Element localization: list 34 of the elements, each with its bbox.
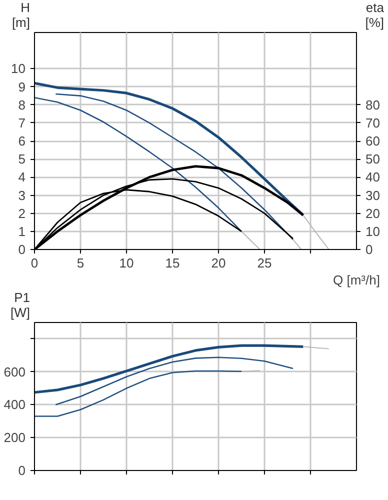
x-tick-label: 10 <box>119 256 134 270</box>
y-tick-label: 0 <box>18 242 26 257</box>
y2-tick-label: 50 <box>366 152 380 167</box>
y-tick-label: 5 <box>18 152 26 167</box>
y-tick-label: 1 <box>18 224 26 239</box>
y2-tick-label: 40 <box>366 170 380 185</box>
y-axis-title: P1 [W] <box>10 290 30 320</box>
y-tick-label: 6 <box>18 134 26 148</box>
y2-tick-label: 80 <box>366 97 380 112</box>
y-tick-label: 3 <box>18 188 26 203</box>
y2-tick-label: 20 <box>366 206 380 221</box>
x-tick-label: 15 <box>165 256 180 270</box>
y2-tick-label: 30 <box>366 188 380 203</box>
y2-tick-label: 0 <box>366 242 373 257</box>
y2-tick-label: 10 <box>366 224 380 239</box>
y-tick-label: 400 <box>4 397 26 412</box>
x-tick-label: 25 <box>257 256 272 270</box>
x-tick-label: 0 <box>30 256 38 270</box>
y-tick-label: 600 <box>4 364 26 380</box>
y-tick-label: 2 <box>18 206 26 221</box>
y-tick-label: 200 <box>4 430 26 446</box>
y2-tick-label: 70 <box>366 115 380 130</box>
y2-tick-label: 60 <box>366 134 380 148</box>
x-tick-label: 5 <box>76 256 84 270</box>
y2-axis-title: eta [%] <box>365 0 384 30</box>
y-tick-label: 8 <box>18 97 26 112</box>
x-tick-label: 20 <box>211 256 226 270</box>
y-axis-title: H [m] <box>12 0 30 30</box>
y-tick-label: 0 <box>18 463 26 478</box>
x-axis-title: Q [m³/h] <box>333 272 380 288</box>
y-tick-label: 10 <box>11 61 26 76</box>
y-tick-label: 7 <box>18 115 26 130</box>
y-tick-label: 9 <box>18 79 26 94</box>
y-tick-label: 4 <box>18 170 26 185</box>
